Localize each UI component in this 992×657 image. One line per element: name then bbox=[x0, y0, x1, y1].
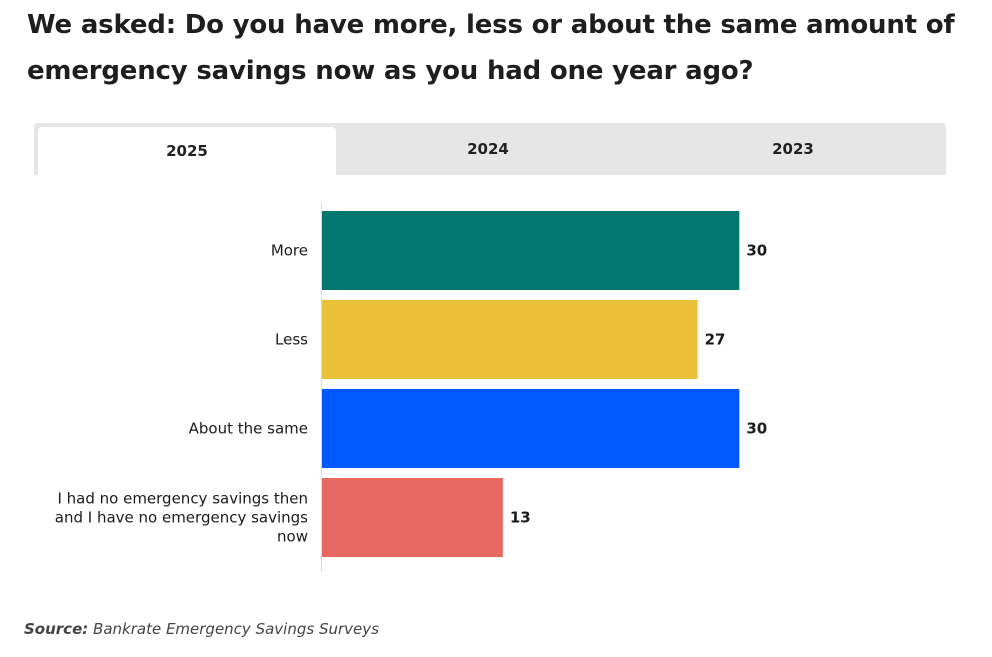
category-label-1: Less bbox=[275, 331, 308, 349]
source-label: Source: bbox=[24, 620, 89, 638]
value-label-1: 27 bbox=[705, 331, 726, 349]
source-note: Source: Bankrate Emergency Savings Surve… bbox=[24, 620, 379, 638]
year-tabs: 2025 2024 2023 bbox=[34, 123, 946, 175]
category-label-2: About the same bbox=[189, 420, 308, 438]
source-text: Bankrate Emergency Savings Surveys bbox=[93, 620, 379, 638]
category-label-0: More bbox=[271, 242, 308, 260]
value-label-0: 30 bbox=[746, 242, 767, 260]
value-label-2: 30 bbox=[746, 420, 767, 438]
bar-2 bbox=[322, 389, 740, 468]
tab-2023[interactable]: 2023 bbox=[772, 140, 814, 158]
bar-3 bbox=[322, 478, 503, 557]
bar-1 bbox=[322, 300, 698, 379]
bar-chart: 30 More 27 Less 30 About the same 13 I had no e… bbox=[55, 202, 767, 572]
bar-0 bbox=[322, 211, 740, 290]
value-label-3: 13 bbox=[510, 509, 531, 527]
tab-2025[interactable]: 2025 bbox=[38, 127, 336, 175]
category-label-3: I had no emergency savings then and I hav… bbox=[55, 490, 308, 546]
chart-title: We asked: Do you have more, less or abou… bbox=[27, 10, 955, 86]
tab-2024[interactable]: 2024 bbox=[467, 140, 509, 158]
